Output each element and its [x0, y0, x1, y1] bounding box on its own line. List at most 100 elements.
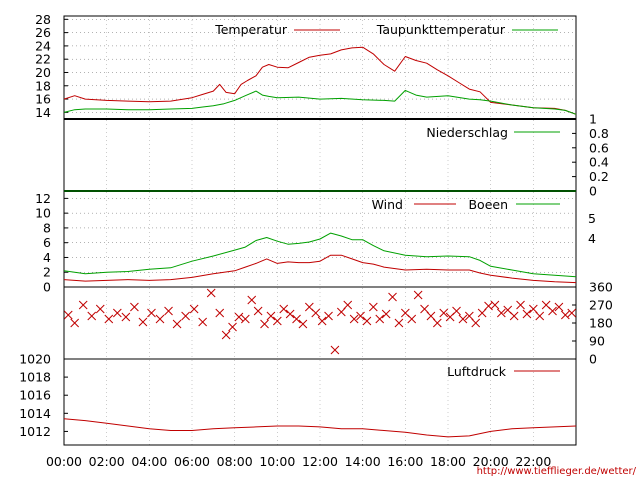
- wind-right-labels: 5 4: [588, 211, 596, 246]
- legend-pressure: Luftdruck: [447, 364, 560, 379]
- wind-direction-point: [413, 290, 423, 300]
- wind-direction-point: [554, 302, 564, 312]
- wind-direction-point: [181, 311, 190, 321]
- wind-direction-point: [253, 306, 263, 316]
- wind-direction-point: [112, 308, 122, 318]
- wind-direction-point: [70, 318, 80, 328]
- legend-precipitation: Niederschlag: [426, 125, 560, 140]
- y-tick-label-wind-direction: 90: [589, 334, 605, 349]
- y-tick-label-temperature: 26: [35, 25, 51, 40]
- wind-direction-point: [356, 311, 365, 321]
- wind-direction-point: [496, 308, 506, 318]
- wind-direction-point: [78, 300, 88, 310]
- x-tick-label: 16:00: [387, 454, 423, 469]
- x-tick-label: 04:00: [131, 454, 167, 469]
- wind-direction-point: [464, 311, 474, 321]
- y-tick-label-temperature: 22: [35, 52, 51, 67]
- y-tick-label-wind: 10: [35, 206, 51, 221]
- wind-direction-point: [560, 310, 570, 320]
- wind-direction-point: [368, 302, 378, 312]
- y-tick-label-wind: 6: [43, 235, 51, 250]
- y-tick-label-pressure: 1012: [19, 424, 51, 439]
- wind-direction-point: [260, 319, 269, 329]
- wind-direction-point: [138, 317, 148, 327]
- grid-lines: [64, 16, 576, 445]
- wind-direction-point: [336, 307, 346, 317]
- wind-direction-point: [292, 314, 301, 324]
- wind-direction-point: [362, 316, 372, 326]
- wind-direction-point: [567, 308, 577, 318]
- wind-direction-point: [155, 314, 165, 324]
- wind-direction-point: [247, 295, 257, 305]
- y-tick-label-wind: 0: [43, 280, 51, 295]
- wind-direction-point: [528, 304, 538, 314]
- y-tick-label-pressure: 1018: [19, 370, 51, 385]
- y-tick-label-wind: 8: [43, 220, 51, 235]
- wind-direction-point: [130, 302, 139, 312]
- wind-direction-point: [394, 318, 404, 328]
- x-tick-label: 14:00: [345, 454, 381, 469]
- wind-direction-point: [381, 309, 391, 319]
- wind-direction-point: [215, 308, 225, 318]
- y-tick-label-temperature: 24: [35, 38, 51, 53]
- series-line-boeen: [63, 232, 577, 278]
- wind-direction-point: [324, 311, 333, 321]
- wind-direction-point: [343, 300, 353, 310]
- y-tick-label-wind-direction: 270: [589, 298, 613, 313]
- y-tick-label-temperature: 16: [35, 92, 51, 107]
- wind-direction-point: [228, 322, 237, 332]
- wind-direction-point: [490, 300, 500, 310]
- x-tick-label: 06:00: [174, 454, 210, 469]
- y-tick-label-wind: 2: [43, 265, 51, 280]
- x-tick-label: 12:00: [302, 454, 338, 469]
- wind-direction-point: [432, 318, 442, 328]
- y-tick-label-pressure: 1016: [19, 388, 51, 403]
- wind-direction-point: [349, 314, 359, 324]
- wind-direction-point: [298, 319, 308, 329]
- wind-direction-point: [189, 304, 199, 314]
- wind-direction-point: [87, 311, 97, 321]
- y-tick-label-temperature: 18: [35, 78, 51, 93]
- legend-taupunkttemperatur-label: Taupunkttemperatur: [376, 22, 506, 37]
- legend-niederschlag-label: Niederschlag: [426, 125, 508, 140]
- wind-direction-point: [458, 314, 468, 324]
- wind-direction-point: [311, 308, 321, 318]
- y-tick-label-wind: 4: [43, 250, 51, 265]
- x-tick-label: 02:00: [89, 454, 125, 469]
- wind-direction-point: [426, 311, 436, 321]
- wind-direction-point: [375, 314, 385, 324]
- wind-direction-point: [221, 330, 231, 340]
- wind-direction-point: [388, 292, 397, 302]
- y-tick-label-temperature: 14: [35, 105, 51, 120]
- wind-direction-point: [535, 311, 545, 321]
- wind-direction-point: [147, 308, 156, 318]
- wind-direction-point: [516, 300, 525, 310]
- x-tick-label: 20:00: [473, 454, 509, 469]
- legend-temperatur-label: Temperatur: [214, 22, 288, 37]
- y-tick-label-precipitation: 0: [589, 184, 597, 199]
- y-tick-label-precipitation: 1: [589, 112, 597, 127]
- y-tick-label-pressure: 1014: [19, 406, 51, 421]
- wind-right-label-5: 5: [588, 211, 596, 226]
- legend-wind: Wind Boeen: [372, 197, 560, 212]
- x-tick-label: 00:00: [46, 454, 82, 469]
- wind-direction-point: [266, 311, 276, 321]
- y-tick-label-precipitation: 0.4: [589, 155, 609, 170]
- x-tick-label: 22:00: [515, 454, 551, 469]
- series-line-taupunkttemperatur: [63, 89, 577, 115]
- x-tick-label: 10:00: [259, 454, 295, 469]
- credit-url: http://www.tiefflieger.de/wetter/: [477, 466, 637, 477]
- wind-direction-point: [172, 319, 182, 329]
- y-tick-label-temperature: 28: [35, 12, 51, 27]
- wind-direction-point: [317, 316, 327, 326]
- wind-direction-point: [439, 308, 449, 318]
- wind-direction-point: [121, 312, 131, 322]
- series-line-temperatur: [63, 46, 577, 115]
- series-line-wind: [63, 254, 577, 284]
- wind-direction-point: [198, 317, 208, 327]
- wind-direction-point: [104, 314, 114, 324]
- series-line-luftdruck: [63, 418, 577, 438]
- y-tick-label-pressure: 1020: [19, 352, 51, 367]
- y-tick-label-wind: 12: [35, 191, 51, 206]
